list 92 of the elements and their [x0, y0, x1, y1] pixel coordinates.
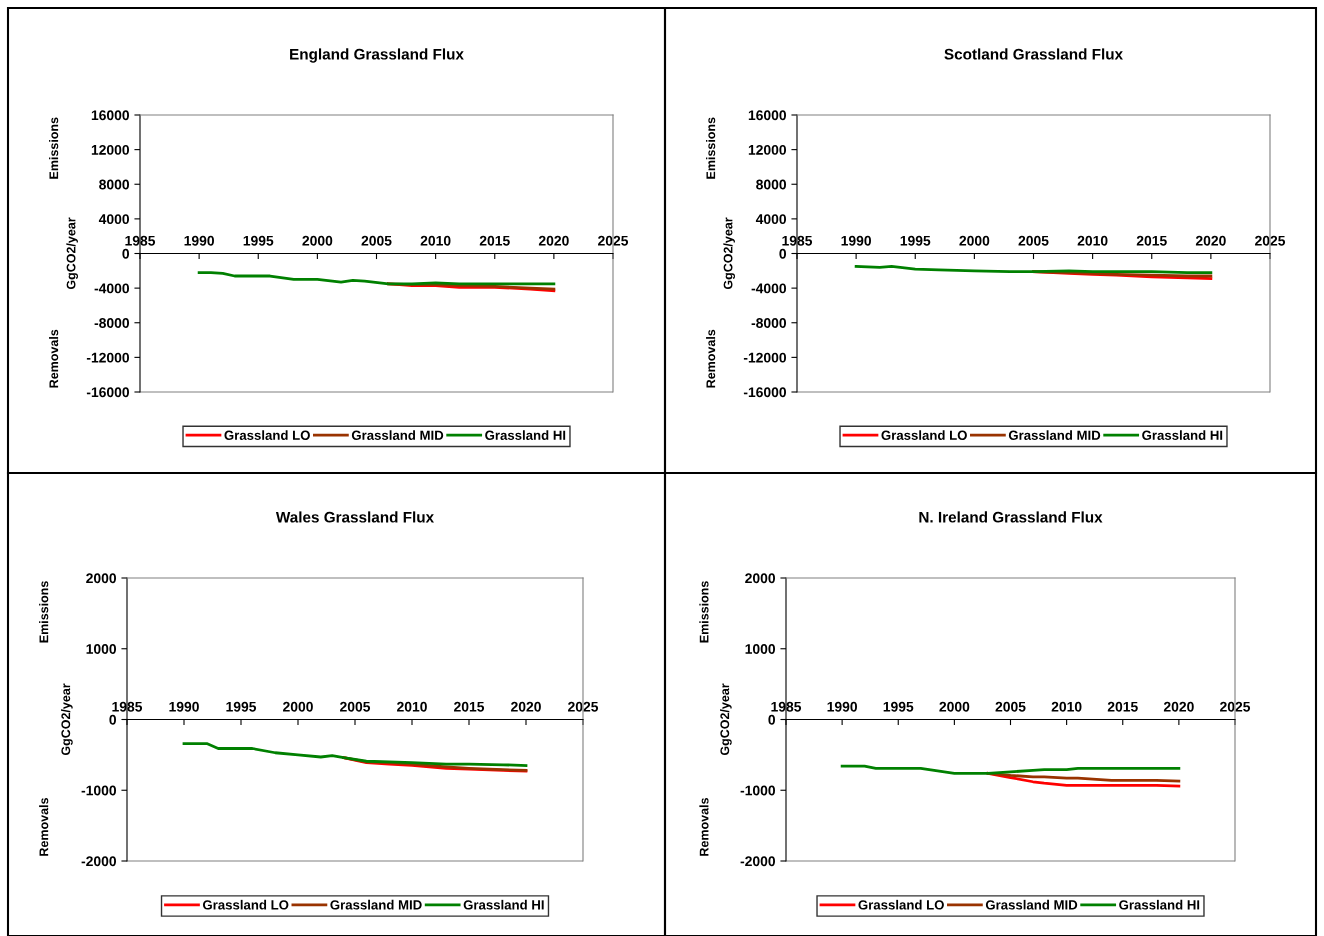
chart-title: Wales Grassland Flux: [275, 511, 434, 523]
x-tick-label: 2025: [598, 235, 629, 246]
legend-label: Grassland HI: [485, 430, 566, 440]
x-tick-label: 2015: [1136, 235, 1167, 246]
x-tick-label: 2010: [420, 235, 451, 246]
y-tick-label: -4000: [94, 283, 130, 294]
text: Emissions: [49, 117, 59, 179]
x-tick-label: 2005: [340, 701, 371, 712]
text: Removals: [699, 798, 709, 856]
text: Removals: [706, 329, 716, 388]
x-tick-label: 1990: [841, 235, 872, 246]
x-tick-label: 2010: [397, 701, 427, 712]
y-tick-label: -12000: [86, 352, 130, 363]
y-tick-label: -16000: [743, 387, 787, 398]
x-tick-label: 2020: [1163, 701, 1194, 712]
y-tick-label: -4000: [751, 283, 787, 294]
x-tick-label: 1995: [243, 235, 274, 246]
y-tick-label: 0: [122, 248, 130, 259]
x-tick-label: 2025: [1220, 701, 1251, 712]
y-tick-label: -2000: [81, 856, 117, 867]
x-tick-label: 2005: [1018, 235, 1049, 246]
legend-label: Grassland MID: [351, 430, 444, 440]
legend-label: Grassland HI: [1142, 430, 1223, 440]
y-tick-label: -8000: [94, 318, 130, 328]
x-tick-label: 2020: [511, 701, 541, 712]
y-tick-label: 1000: [745, 644, 776, 654]
y-tick-label: 12000: [91, 144, 130, 155]
x-tick-label: 2015: [479, 235, 510, 246]
y-tick-label: 12000: [748, 144, 787, 155]
y-tick-label: -1000: [740, 785, 776, 796]
chart-title: N. Ireland Grassland Flux: [919, 511, 1103, 523]
y-tick-label: 8000: [99, 179, 130, 190]
text: Emissions: [706, 117, 716, 179]
x-tick-label: 1990: [184, 235, 215, 246]
text: Removals: [49, 329, 59, 388]
chart-title: England Grassland Flux: [290, 48, 464, 63]
y-axis-title: GgCO2/year: [61, 683, 73, 756]
x-tick-label: 2020: [1195, 235, 1226, 246]
y-tick-label: -16000: [86, 387, 130, 398]
x-tick-label: 1995: [226, 701, 257, 712]
x-tick-label: 2020: [538, 235, 569, 246]
legend-label: Grassland HI: [1119, 899, 1200, 910]
y-tick-label: 16000: [91, 110, 130, 121]
line-series: [854, 265, 1213, 274]
x-tick-label: 2015: [1107, 701, 1138, 712]
y-tick-label: 0: [779, 248, 787, 259]
legend-label: Grassland LO: [202, 899, 289, 910]
y-tick-label: 8000: [756, 179, 787, 190]
x-tick-label: 1995: [883, 701, 914, 712]
y-axis-title: GgCO2/year: [723, 217, 736, 290]
x-tick-label: 2010: [1051, 701, 1082, 712]
x-tick-label: 2000: [302, 235, 333, 246]
y-tick-label: 1000: [86, 644, 117, 654]
legend-label: Grassland MID: [985, 899, 1078, 910]
y-tick-label: 0: [768, 714, 776, 725]
x-tick-label: 2010: [1077, 235, 1108, 246]
x-tick-label: 2005: [995, 701, 1026, 712]
x-tick-label: 2025: [568, 701, 599, 712]
x-tick-label: 2000: [283, 701, 313, 712]
y-tick-label: 4000: [98, 214, 130, 225]
x-tick-label: 2000: [939, 701, 970, 712]
legend-label: Grassland MID: [1008, 430, 1101, 440]
line-series: [182, 742, 528, 767]
y-tick-label: 0: [109, 714, 117, 725]
text: Emissions: [699, 581, 709, 643]
x-tick-label: 2005: [361, 235, 392, 246]
x-tick-label: 2025: [1255, 235, 1286, 246]
y-tick-label: -1000: [81, 785, 117, 796]
y-tick-label: -8000: [751, 318, 787, 328]
x-tick-label: 1995: [900, 235, 931, 246]
legend-label: Grassland LO: [858, 899, 944, 910]
y-axis-title: GgCO2/year: [66, 217, 79, 290]
y-tick-label: -12000: [743, 352, 787, 363]
y-tick-label: 2000: [745, 573, 776, 584]
legend-label: Grassland MID: [330, 899, 422, 910]
x-tick-label: 2015: [454, 701, 485, 712]
text: Emissions: [39, 581, 49, 643]
line-series: [197, 271, 556, 286]
y-tick-label: 16000: [748, 110, 787, 121]
y-tick-label: 4000: [755, 214, 787, 225]
legend-label: Grassland LO: [224, 430, 310, 440]
y-axis-title: GgCO2/year: [720, 683, 732, 756]
y-tick-label: -2000: [740, 856, 776, 867]
y-tick-label: 2000: [86, 573, 117, 584]
text: Removals: [39, 798, 49, 856]
x-tick-label: 2000: [959, 235, 990, 246]
legend-label: Grassland LO: [881, 430, 967, 440]
x-tick-label: 1990: [827, 701, 858, 712]
line-series: [840, 764, 1181, 775]
x-tick-label: 1990: [169, 701, 199, 712]
chart-title: Scotland Grassland Flux: [944, 48, 1123, 60]
legend-label: Grassland HI: [463, 899, 544, 910]
